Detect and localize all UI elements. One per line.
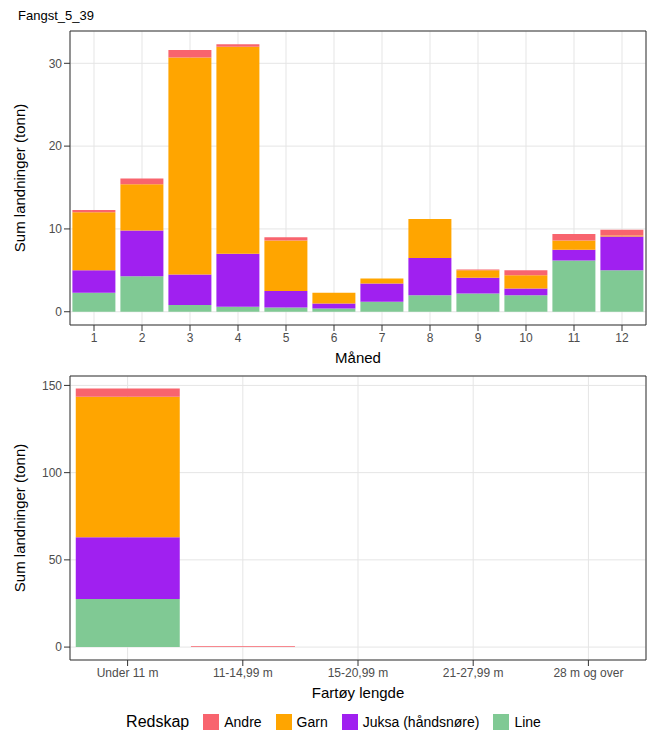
svg-text:2: 2 <box>139 331 146 345</box>
svg-text:0: 0 <box>55 305 62 319</box>
svg-text:21-27,99 m: 21-27,99 m <box>443 666 504 680</box>
svg-text:11-14,99 m: 11-14,99 m <box>213 666 273 680</box>
html-text:Redskap: Redskap <box>126 713 190 730</box>
svg-text:Fartøy lengde: Fartøy lengde <box>312 684 405 701</box>
svg-text:20: 20 <box>49 139 63 153</box>
svg-text:Under 11 m: Under 11 m <box>97 666 159 680</box>
svg-text:8: 8 <box>427 331 434 345</box>
svg-text:100: 100 <box>42 466 62 480</box>
svg-text:12: 12 <box>615 331 629 345</box>
svg-text:10: 10 <box>49 222 63 236</box>
svg-text:15-20,99 m: 15-20,99 m <box>328 666 389 680</box>
html-text:Line: Line <box>514 714 541 730</box>
html-text:Fangst_5_39: Fangst_5_39 <box>18 8 94 23</box>
svg-text:Måned: Måned <box>335 349 381 366</box>
svg-text:7: 7 <box>379 331 386 345</box>
html-text:Juksa (håndsnøre): Juksa (håndsnøre) <box>362 714 480 730</box>
svg-text:4: 4 <box>235 331 242 345</box>
svg-text:11: 11 <box>568 331 581 345</box>
svg-text:50: 50 <box>49 553 63 567</box>
svg-text:Sum landninger (tonn): Sum landninger (tonn) <box>11 444 28 592</box>
svg-text:150: 150 <box>42 379 62 393</box>
svg-text:3: 3 <box>187 331 194 345</box>
html-text:Andre: Andre <box>224 714 262 730</box>
svg-text:10: 10 <box>519 331 533 345</box>
svg-text:6: 6 <box>331 331 338 345</box>
svg-text:28 m og over: 28 m og over <box>553 666 623 680</box>
svg-text:0: 0 <box>55 640 62 654</box>
svg-text:5: 5 <box>283 331 290 345</box>
svg-text:30: 30 <box>49 57 63 71</box>
svg-text:Sum landninger (tonn): Sum landninger (tonn) <box>11 104 28 252</box>
html-text:Garn: Garn <box>296 714 328 730</box>
svg-text:1: 1 <box>91 331 98 345</box>
svg-text:9: 9 <box>475 331 482 345</box>
